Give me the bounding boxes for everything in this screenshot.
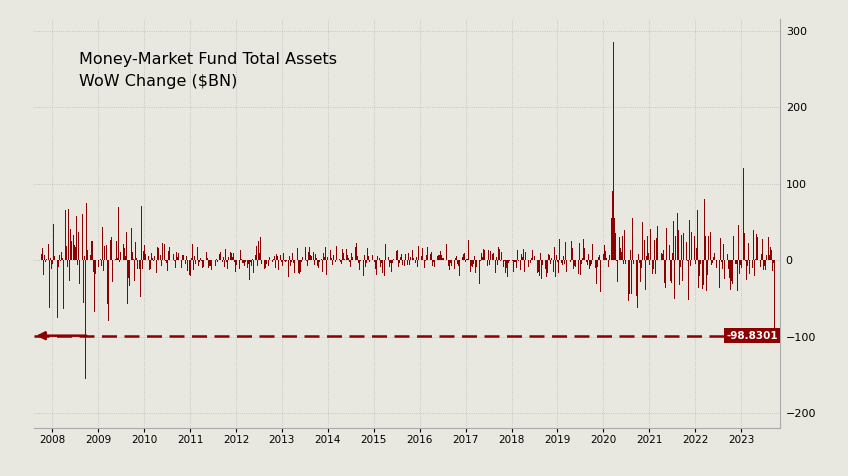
Text: -98.8301: -98.8301 (726, 331, 778, 341)
Text: Money-Market Fund Total Assets
WoW Change ($BN): Money-Market Fund Total Assets WoW Chang… (79, 52, 337, 89)
